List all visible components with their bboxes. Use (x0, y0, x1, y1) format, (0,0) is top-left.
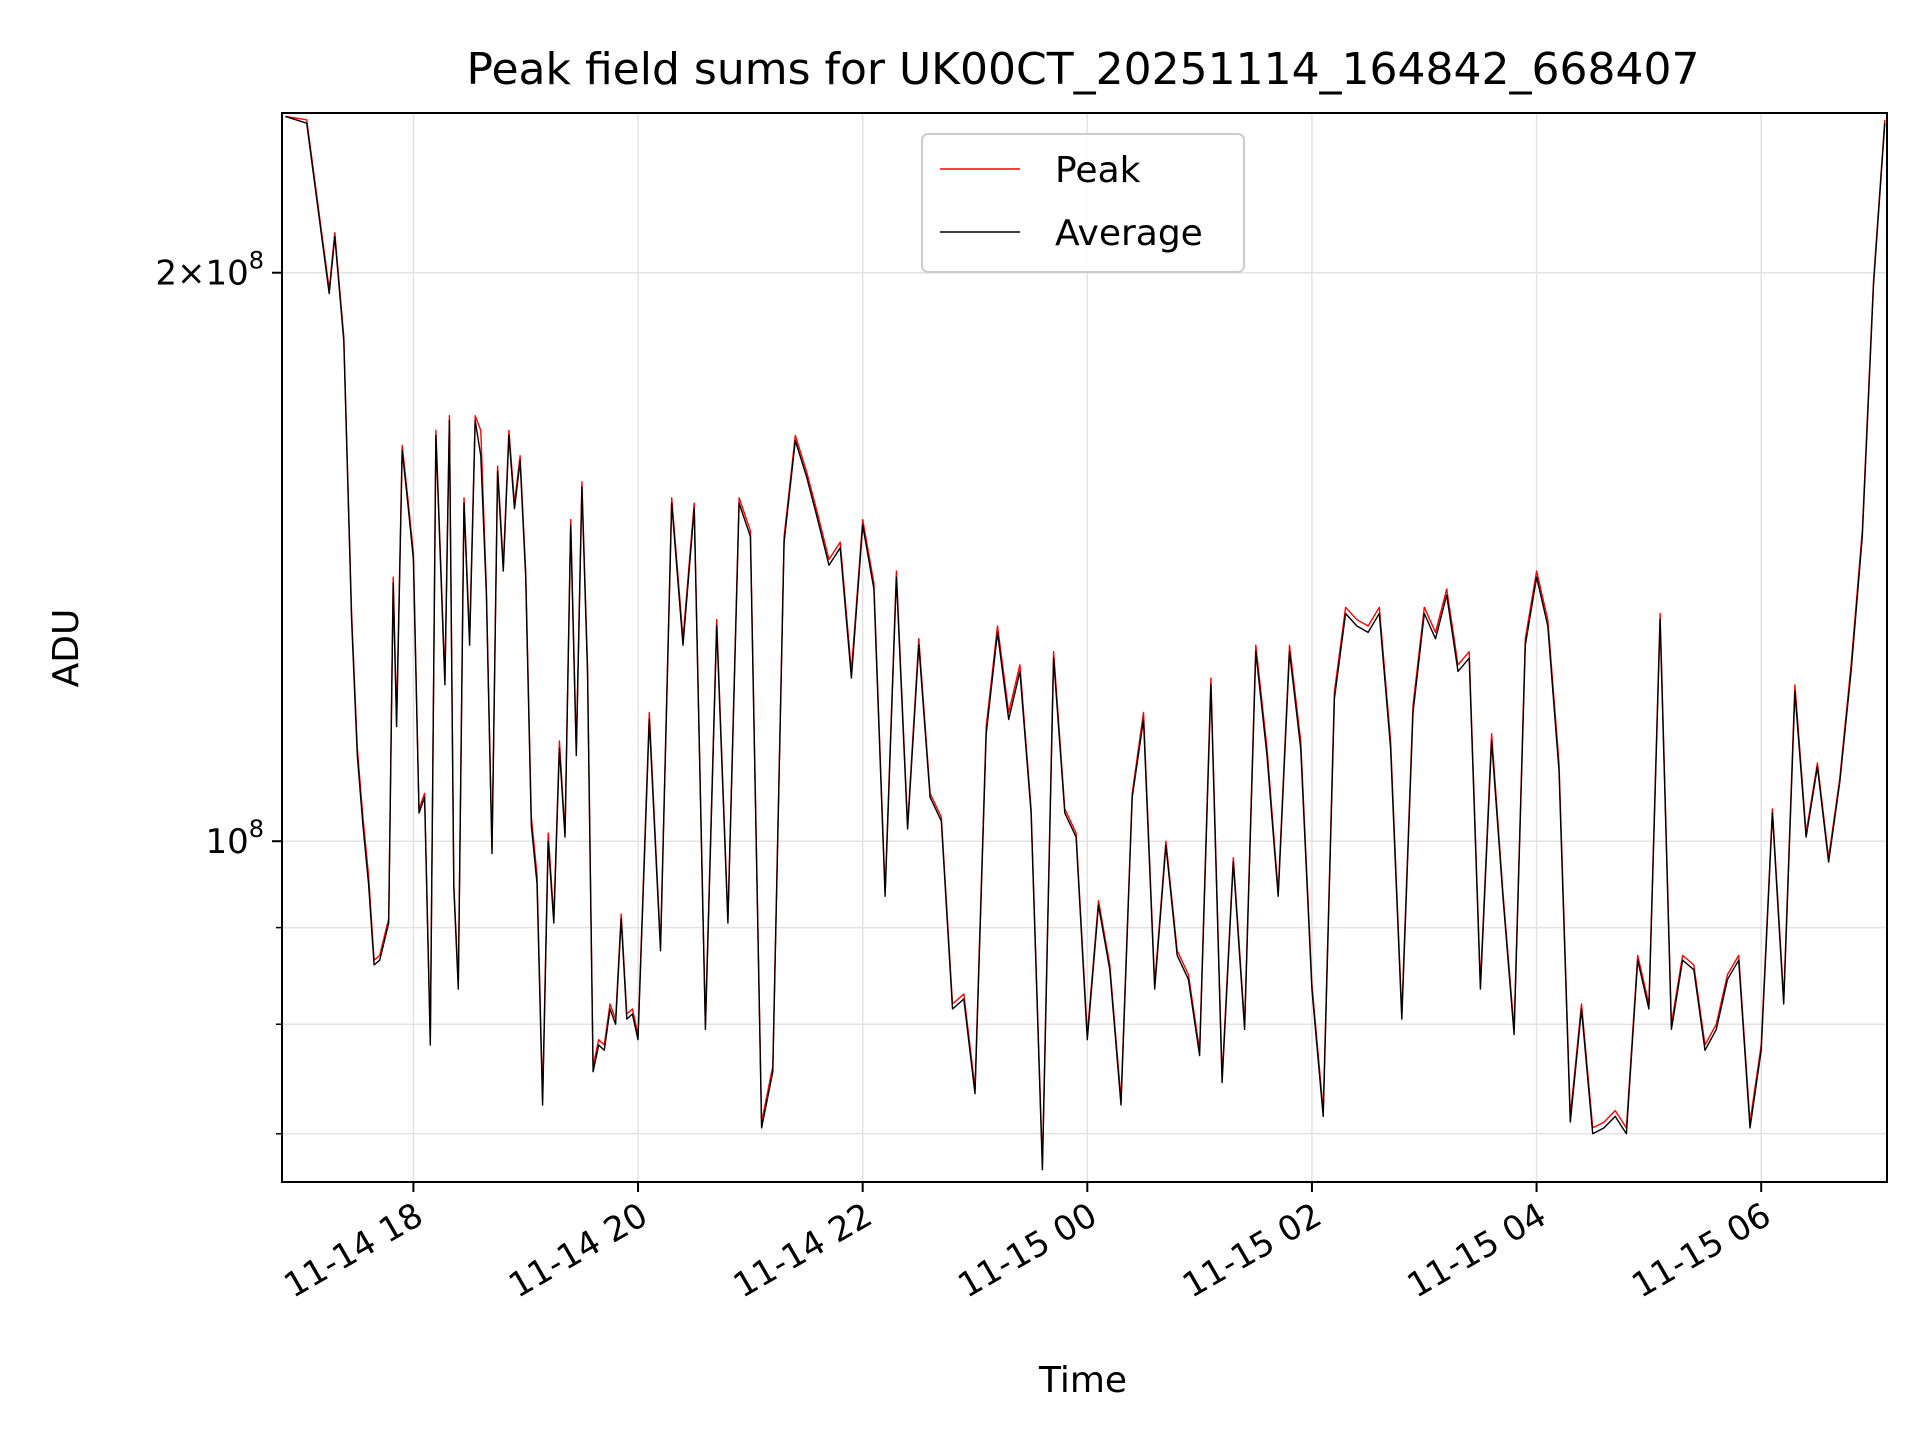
y-tick-label: 108 (205, 815, 264, 862)
legend-average-label: Average (1055, 213, 1203, 254)
y-tick-base: 10 (205, 822, 248, 862)
series-average-line (285, 115, 1886, 1171)
y-tick-exponent: 8 (249, 247, 264, 275)
chart-title: Peak field sums for UK00CT_20251114_1648… (467, 44, 1700, 95)
plot-area (285, 115, 1886, 1171)
y-tick-base: 2×10 (155, 254, 248, 294)
grid (282, 113, 1887, 1182)
y-tick-label: 2×108 (155, 247, 264, 294)
y-axis-label: ADU (46, 609, 87, 688)
legend: Peak Average (921, 133, 1245, 273)
plot-frame (281, 112, 1888, 1183)
legend-peak-label: Peak (1055, 150, 1141, 191)
series-layer (285, 115, 1886, 1171)
y-tick-exponent: 8 (249, 815, 264, 843)
x-axis-label: Time (1038, 1360, 1127, 1401)
